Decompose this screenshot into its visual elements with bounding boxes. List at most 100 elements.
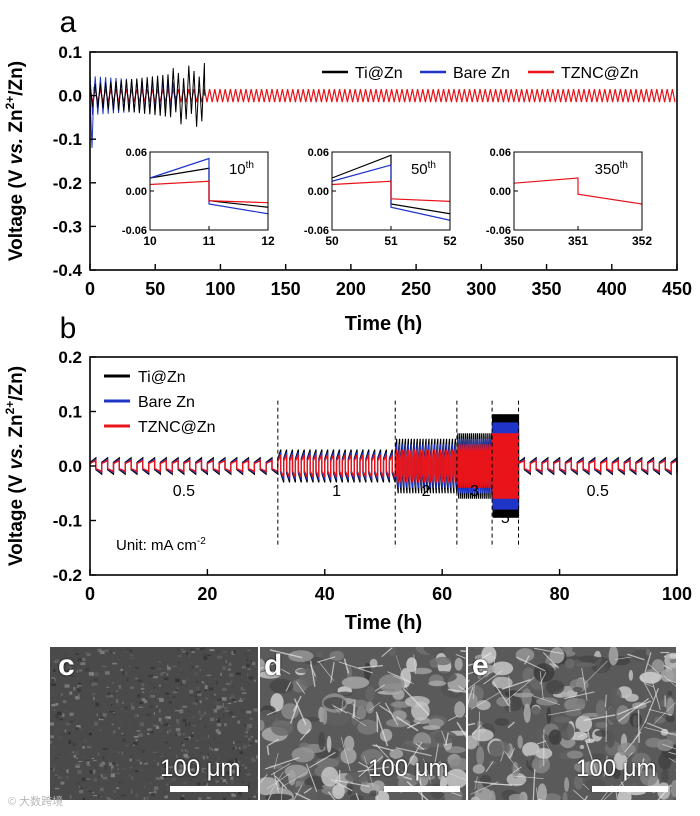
micrograph-label: d	[264, 649, 283, 682]
scale-bar	[592, 786, 668, 792]
x-tick-label-a: 250	[401, 279, 431, 299]
inset-series-line	[149, 180, 269, 204]
y-axis-label-part: Zn	[6, 414, 27, 443]
x-tick-label-b: 40	[315, 584, 335, 604]
inset-cycle-number: 10	[229, 161, 246, 178]
legend-label: TZNC@Zn	[138, 419, 216, 436]
unit-label-sup: -2	[197, 536, 206, 547]
scale-bar-text: 100 μm	[368, 755, 449, 782]
inset-y-tick-label: 0.06	[490, 147, 511, 159]
inset-series-line	[513, 177, 643, 205]
chart-a: a 0 50 100 150 200 250 300 350 400 450 0.1 0.0 -0.1 -0…	[3, 6, 692, 335]
segment-label: 1	[332, 483, 341, 500]
micrograph-c: c 100 μm	[50, 647, 258, 800]
inset-y-tick-label: -0.06	[122, 225, 147, 237]
inset-x-tick-label: 10	[143, 234, 157, 248]
segment-label: 2	[422, 483, 431, 500]
micrograph-e: e 100 μm	[468, 647, 676, 800]
inset-y-tick-label: -0.06	[304, 225, 329, 237]
legend-b: Ti@Zn Bare Zn TZNC@Zn	[104, 369, 216, 436]
micrograph-texture	[468, 647, 676, 800]
micrograph-d: d 100 μm	[260, 647, 466, 800]
inset-cycle-number: 350	[595, 161, 620, 178]
inset-cycle-sup: th	[620, 160, 628, 171]
inset-cycle-sup: th	[428, 160, 436, 171]
segment-label: 3	[470, 483, 479, 500]
x-tick-label-a: 50	[145, 279, 165, 299]
legend-label: Bare Zn	[453, 65, 510, 82]
x-tick-label-b: 0	[85, 584, 95, 604]
y-tick-label-a: -0.4	[53, 261, 83, 280]
inset-cycle-label: 50th	[411, 160, 436, 178]
inset-y-tick-label: 0.06	[126, 147, 147, 159]
x-axis-label-a: Time (h)	[345, 313, 422, 335]
y-axis-label-part: /Zn)	[6, 61, 27, 96]
y-tick-label-a: 0.0	[58, 87, 82, 106]
segment-label: 0.5	[173, 483, 195, 500]
y-tick-label-b: 0.1	[58, 403, 82, 422]
series-line-b-tznczn	[89, 433, 678, 499]
scale-bar-text: 100 μm	[576, 755, 657, 782]
panel-label-b: b	[60, 312, 77, 345]
inset-y-tick-label: 0.00	[126, 186, 147, 198]
y-axis-label-part: 2+	[3, 401, 17, 415]
inset-y-tick-label: -0.06	[486, 225, 511, 237]
y-axis-label-part: Zn	[6, 109, 27, 138]
inset-series-line	[331, 180, 451, 202]
inset-y-tick-label: 0.06	[308, 147, 329, 159]
inset-x-tick-label: 52	[443, 234, 457, 248]
x-tick-label-b: 60	[432, 584, 452, 604]
y-tick-label-a: -0.3	[53, 217, 82, 236]
watermark: © 大数跨境	[8, 796, 64, 808]
inset-x-tick-label: 352	[632, 234, 652, 248]
inset-x-tick-label: 50	[325, 234, 339, 248]
y-tick-label-b: 0.0	[58, 457, 82, 476]
x-tick-label-a: 0	[85, 279, 95, 299]
inset-cycle-label: 10th	[229, 160, 254, 178]
inset-x-tick-label: 51	[384, 234, 398, 248]
y-axis-label-part: vs.	[6, 443, 27, 469]
x-tick-label-b: 20	[197, 584, 217, 604]
y-tick-label-b: -0.1	[53, 512, 82, 531]
y-axis-label-part: Voltage (V	[6, 469, 27, 566]
unit-label: Unit: mA cm-2	[116, 536, 206, 554]
legend-label: TZNC@Zn	[561, 65, 639, 82]
legend-a: Ti@Zn Bare Zn TZNC@Zn	[322, 65, 639, 82]
series-line-tizn	[89, 62, 206, 127]
inset-x-tick-label: 350	[504, 234, 524, 248]
y-tick-label-b: 0.2	[58, 348, 82, 367]
scale-bar-text: 100 μm	[160, 755, 241, 782]
axes-frame-a	[89, 51, 678, 271]
x-tick-label-a: 450	[662, 279, 692, 299]
y-tick-label-b: -0.2	[53, 566, 82, 585]
x-tick-label-b: 100	[662, 584, 692, 604]
micrograph-label: e	[472, 649, 489, 682]
segment-label: 5	[501, 510, 510, 527]
legend-label: Bare Zn	[138, 394, 195, 411]
y-tick-label-a: -0.2	[53, 174, 82, 193]
x-tick-label-a: 400	[597, 279, 627, 299]
x-tick-label-a: 200	[336, 279, 366, 299]
series-line-tznczn	[89, 88, 676, 103]
y-tick-label-a: -0.1	[53, 130, 82, 149]
micrograph-label: c	[58, 649, 75, 682]
y-axis-label-part: 2+	[3, 96, 17, 110]
micrograph-texture	[50, 647, 258, 800]
micrograph-texture	[260, 647, 466, 800]
scale-bar	[170, 786, 248, 792]
x-tick-label-a: 150	[271, 279, 301, 299]
inset-cycle-sup: th	[246, 160, 254, 171]
legend-label: Ti@Zn	[355, 65, 403, 82]
segment-label: 0.5	[587, 483, 609, 500]
y-axis-label: Voltage (V vs. Zn2+/Zn)	[3, 61, 27, 261]
inset-x-tick-label: 351	[568, 234, 588, 248]
x-tick-label-a: 100	[205, 279, 235, 299]
inset-y-tick-label: 0.00	[490, 186, 511, 198]
inset-x-tick-label: 12	[261, 234, 275, 248]
x-tick-label-b: 80	[550, 584, 570, 604]
y-tick-label-a: 0.1	[58, 43, 82, 62]
unit-label-text: Unit: mA cm	[116, 537, 197, 554]
